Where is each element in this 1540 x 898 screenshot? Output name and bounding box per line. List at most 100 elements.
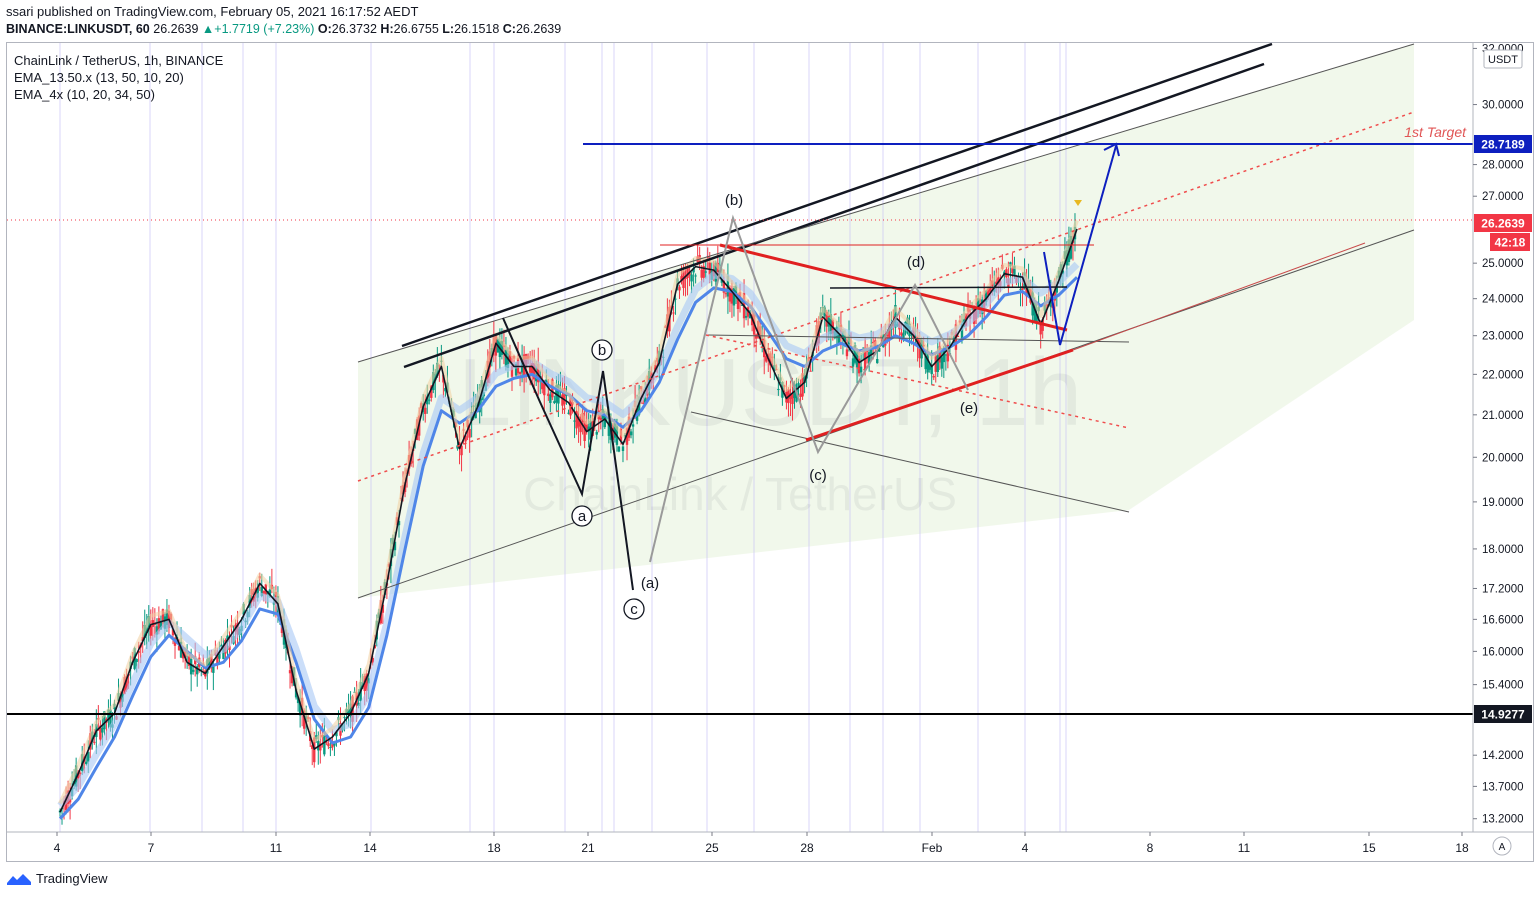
low-value: 26.1518 bbox=[454, 22, 500, 36]
candle-down-body bbox=[177, 645, 181, 651]
candle-down-body bbox=[141, 636, 144, 642]
candle-down-body bbox=[541, 379, 544, 390]
candle-up-body bbox=[500, 341, 504, 355]
price-value: 26.2639 bbox=[153, 22, 199, 36]
candle-down-body bbox=[262, 590, 266, 594]
candle-down-body bbox=[688, 272, 691, 276]
candle-down-body bbox=[563, 388, 566, 405]
triangle-lower-line[interactable] bbox=[805, 348, 1074, 442]
candle-down-body bbox=[302, 710, 306, 729]
candle-up-body bbox=[621, 446, 625, 451]
currency-label: USDT bbox=[1488, 54, 1518, 66]
auto-scale-button[interactable] bbox=[1492, 836, 1512, 856]
candle-down-body bbox=[252, 596, 255, 602]
candle-up-body bbox=[827, 317, 831, 327]
candle-down-body bbox=[181, 651, 185, 659]
candle-down-body bbox=[460, 445, 463, 456]
candle-up-body bbox=[940, 357, 944, 369]
candle-up-body bbox=[876, 359, 879, 364]
candle-up-body bbox=[155, 626, 159, 635]
lower-trend-line[interactable] bbox=[1072, 242, 1366, 351]
candle-up-body bbox=[797, 383, 800, 388]
footer-brand-text: TradingView bbox=[36, 871, 108, 886]
legend-indicator-1[interactable]: EMA_13.50.x (13, 50, 10, 20) bbox=[14, 70, 184, 85]
candle-up-body bbox=[1055, 284, 1059, 293]
wave-label-a-circle bbox=[571, 505, 593, 527]
open-label: O: bbox=[317, 22, 332, 36]
candle-down-body bbox=[210, 654, 213, 669]
candle-up-body bbox=[323, 734, 326, 755]
candle-up-body bbox=[607, 421, 611, 436]
candle-up-body bbox=[298, 701, 302, 716]
currency-badge[interactable] bbox=[1483, 49, 1523, 69]
channel-upper-line-1[interactable] bbox=[401, 42, 1273, 348]
candle-up-body bbox=[256, 587, 259, 598]
candle-down-body bbox=[528, 366, 532, 373]
candle-down-body bbox=[730, 289, 734, 304]
candle-down-body bbox=[932, 376, 935, 378]
chart-frame[interactable] bbox=[6, 42, 1534, 862]
price-tick-label: 13.7000 bbox=[1482, 781, 1524, 793]
candle-up-body bbox=[1035, 314, 1038, 324]
candle-up-body bbox=[220, 644, 223, 647]
candle-up-body bbox=[393, 541, 397, 551]
dotted-lower-line[interactable] bbox=[705, 334, 1130, 429]
projection-arrow[interactable] bbox=[1043, 145, 1117, 346]
candle-up-body bbox=[296, 697, 300, 704]
candle-up-body bbox=[504, 349, 508, 367]
candle-up-body bbox=[444, 387, 447, 392]
legend-title[interactable]: ChainLink / TetherUS, 1h, BINANCE bbox=[14, 53, 224, 68]
candle-down-body bbox=[809, 370, 812, 372]
series-ema-13-50[interactable] bbox=[59, 228, 1078, 813]
close-value: 26.2639 bbox=[515, 22, 562, 36]
price-tick-label: 22.0000 bbox=[1482, 369, 1524, 381]
channel-inner-lower[interactable] bbox=[690, 411, 1130, 513]
candle-up-body bbox=[428, 399, 431, 401]
candle-up-body bbox=[869, 345, 873, 355]
candle-down-body bbox=[228, 645, 231, 651]
price-tick-label: 19.0000 bbox=[1482, 497, 1524, 509]
candle-up-body bbox=[777, 389, 780, 391]
candle-up-body bbox=[506, 356, 510, 368]
candle-up-body bbox=[1033, 300, 1036, 322]
price-tick-label: 25.0000 bbox=[1482, 258, 1524, 270]
candle-down-body bbox=[641, 402, 645, 404]
candle-down-body bbox=[93, 741, 96, 743]
candle-down-body bbox=[161, 609, 165, 621]
channel-upper-line-2[interactable] bbox=[403, 62, 1265, 369]
candle-up-body bbox=[1019, 288, 1022, 290]
candle-down-body bbox=[865, 350, 869, 352]
channel-outer-upper[interactable] bbox=[357, 43, 1415, 363]
candle-up-body bbox=[196, 666, 199, 675]
time-tick-label: 18 bbox=[1455, 841, 1469, 855]
candle-down-body bbox=[716, 262, 720, 277]
wave-abcde-path[interactable] bbox=[649, 214, 969, 563]
candle-down-body bbox=[280, 625, 284, 634]
candle-up-body bbox=[603, 415, 607, 428]
candle-up-body bbox=[343, 717, 346, 719]
candle-up-body bbox=[692, 268, 695, 273]
candle-down-body bbox=[532, 363, 536, 380]
price-tick-label: 30.0000 bbox=[1482, 100, 1524, 112]
neckline[interactable] bbox=[829, 286, 1068, 289]
candle-up-body bbox=[878, 347, 881, 352]
legend-indicator-2[interactable]: EMA_4x (10, 20, 34, 50) bbox=[14, 87, 155, 102]
candle-down-body bbox=[938, 346, 941, 363]
candle-up-body bbox=[595, 431, 598, 435]
wave-label-paren-a: (a) bbox=[641, 575, 659, 592]
candle-down-body bbox=[510, 366, 514, 377]
candle-up-body bbox=[74, 765, 78, 787]
wave-abc-path[interactable] bbox=[502, 317, 634, 591]
candle-down-body bbox=[884, 334, 887, 346]
symbol[interactable]: BINANCE:LINKUSDT, 60 bbox=[6, 22, 150, 36]
dotted-mid-line[interactable] bbox=[357, 111, 1415, 482]
channel-fill bbox=[358, 44, 1414, 598]
footer-brand[interactable]: TradingView bbox=[6, 871, 108, 886]
candle-up-body bbox=[928, 364, 931, 370]
close-label: C: bbox=[502, 22, 516, 36]
candle-down-body bbox=[327, 743, 330, 747]
candle-up-body bbox=[748, 314, 752, 319]
candle-up-body bbox=[573, 420, 576, 422]
candle-up-body bbox=[349, 703, 352, 717]
